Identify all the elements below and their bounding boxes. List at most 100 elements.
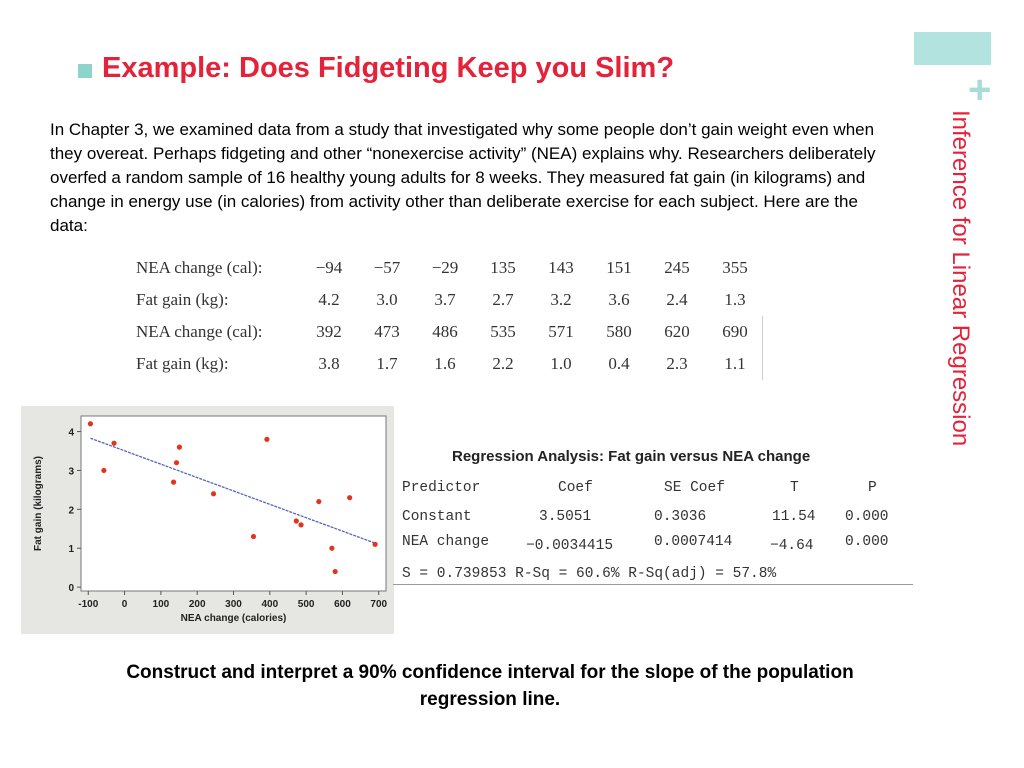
scatter-point (372, 541, 378, 547)
data-table-cell: 620 (664, 322, 690, 341)
regression-header: Coef (558, 480, 593, 496)
data-table-cell: 0.4 (608, 354, 630, 373)
question-prompt: Construct and interpret a 90% confidence… (126, 662, 854, 710)
scatter-point (87, 421, 94, 427)
intro-paragraph: In Chapter 3, we examined data from a st… (50, 120, 876, 235)
regression-cell: −0.0034415 (526, 538, 614, 554)
x-tick-label: 100 (153, 599, 170, 610)
data-table-row-label: NEA change (cal): (136, 322, 263, 341)
data-table-cell: 3.2 (550, 290, 572, 309)
y-tick-label: 3 (68, 466, 74, 477)
data-table-cell: 2.4 (666, 290, 688, 309)
square-bullet-icon (78, 63, 92, 78)
accent-bar (914, 32, 991, 65)
table-divider (762, 316, 763, 380)
data-table-cell: −94 (315, 258, 343, 277)
title-row: Example: Does Fidgeting Keep you Slim? (78, 52, 674, 85)
y-tick-label: 0 (68, 583, 74, 594)
regression-output: Predictor Coef SE Coef T P Constant 3.5051 0.30… (402, 478, 912, 586)
data-table-cell: 2.3 (666, 354, 688, 373)
scatter-point (111, 440, 117, 446)
data-table-cell: 2.2 (492, 354, 514, 373)
y-tick-label: 4 (68, 428, 74, 439)
scatter-point (316, 498, 322, 505)
regression-cell: Constant (402, 509, 472, 525)
data-table-cell: 3.8 (318, 354, 340, 373)
data-table-cell: 571 (548, 322, 574, 341)
x-tick-label: 700 (370, 599, 387, 610)
data-table-row-label: Fat gain (kg): (136, 354, 229, 373)
scatter-point (264, 436, 270, 442)
data-table-row: Fat gain (kg): 3.8 1.7 1.6 2.2 1.0 0.4 2.3 1.1 (136, 348, 764, 380)
data-table-cell: 151 (606, 258, 632, 277)
data-table-cell: 1.0 (550, 354, 572, 373)
data-table-cell: −29 (431, 258, 459, 277)
scatter-point (298, 522, 304, 528)
plus-icon: + (968, 68, 992, 112)
data-table-cell: 392 (316, 322, 342, 341)
scatterplot: -100 0 100 200 300 400 500 600 700 0 1 2 3 4 NEA chang… (21, 406, 394, 634)
regression-header: T (790, 480, 799, 496)
scatter-point (173, 460, 180, 466)
regression-summary: S = 0.739853 R-Sq = 60.6% R-Sq(adj) = 57… (402, 566, 777, 582)
scatter-point (176, 444, 182, 450)
scatter-point (101, 467, 107, 474)
data-table-cell: 3.6 (608, 290, 630, 309)
regression-cell: −4.64 (770, 538, 814, 554)
scatter-point (332, 568, 338, 575)
scatter-point (250, 533, 257, 540)
scatter-point (347, 495, 353, 501)
y-tick-label: 2 (68, 505, 74, 516)
x-tick-label: 600 (334, 599, 351, 610)
regression-rule (393, 584, 913, 585)
data-table-cell: 4.2 (318, 290, 340, 309)
regression-header: SE Coef (664, 480, 725, 496)
y-tick-label: 1 (68, 544, 74, 555)
regression-cell: 0.3036 (654, 509, 707, 525)
scatter-point (210, 491, 217, 497)
data-table-cell: 3.0 (376, 290, 398, 309)
data-table-cell: 3.7 (434, 290, 456, 309)
data-table-cell: 535 (490, 322, 516, 341)
data-table-row: NEA change (cal): −94 −57 −29 135 143 151 245 35… (136, 252, 764, 284)
data-table-cell: −57 (373, 258, 401, 277)
data-table-cell: 580 (606, 322, 632, 341)
slide-title: Example: Does Fidgeting Keep you Slim? (102, 52, 675, 84)
data-table-cell: 143 (548, 258, 574, 277)
plot-area (80, 415, 387, 592)
data-table-cell: 1.6 (434, 354, 456, 373)
data-table-cell: 245 (664, 258, 690, 277)
side-title: Inference for Linear Regression (947, 110, 974, 447)
data-table: NEA change (cal): −94 −57 −29 135 143 151 245 35… (136, 252, 764, 380)
x-tick-label: 300 (225, 599, 242, 610)
regression-cell: 0.000 (845, 509, 889, 525)
data-table-cell: 473 (374, 322, 400, 341)
data-table-cell: 1.3 (724, 290, 746, 309)
y-axis-label: Fat gain (kilograms) (33, 456, 44, 551)
regression-cell: 0.0007414 (654, 534, 733, 550)
scatterplot-svg: -100 0 100 200 300 400 500 600 700 0 1 2 3 4 NEA chang… (33, 415, 388, 624)
x-tick-label: 400 (261, 599, 278, 610)
data-table-cell: 355 (722, 258, 748, 277)
regression-cell: NEA change (402, 534, 490, 550)
data-table-cell: 690 (722, 322, 748, 341)
scatter-point (329, 545, 335, 551)
x-axis-label: NEA change (calories) (181, 613, 287, 624)
x-tick-label: 500 (298, 599, 315, 610)
regression-line (90, 437, 376, 544)
data-table-cell: 2.7 (492, 290, 514, 309)
regression-header: P (868, 480, 877, 496)
x-tick-label: -100 (78, 599, 98, 610)
regression-title: Regression Analysis: Fat gain versus NEA… (452, 448, 811, 465)
regression-header: Predictor (402, 480, 481, 496)
data-table-row-label: Fat gain (kg): (136, 290, 229, 309)
data-table-row: Fat gain (kg): 4.2 3.0 3.7 2.7 3.2 3.6 2.4 1.3 (136, 284, 764, 316)
data-table-cell: 1.7 (376, 354, 398, 373)
data-table-cell: 486 (432, 322, 458, 341)
scatter-point (293, 518, 299, 524)
data-table-cell: 135 (490, 258, 516, 277)
regression-cell: 0.000 (845, 534, 889, 550)
data-table-cell: 1.1 (724, 354, 746, 373)
x-tick-label: 0 (122, 599, 128, 610)
scatter-point (170, 479, 177, 485)
